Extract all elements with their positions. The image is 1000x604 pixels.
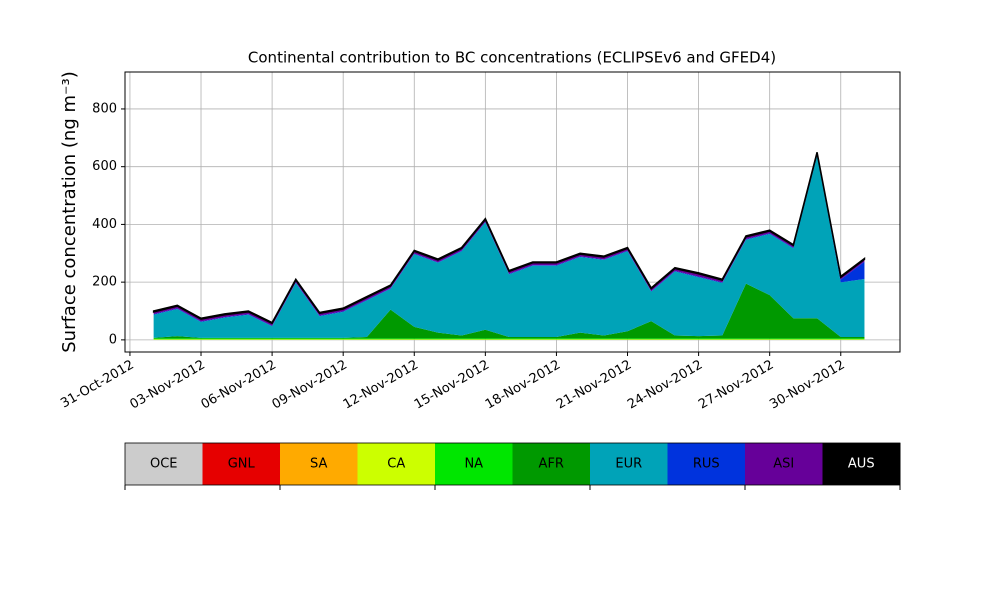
x-tick-label: 06-Nov-2012 xyxy=(199,358,279,413)
legend-swatch xyxy=(512,443,591,485)
legend-label: CA xyxy=(387,457,405,472)
x-tick-label: 15-Nov-2012 xyxy=(412,358,492,413)
x-tick-label: 18-Nov-2012 xyxy=(483,358,563,413)
legend-label: SA xyxy=(310,457,327,472)
x-tick-label: 09-Nov-2012 xyxy=(270,358,350,413)
x-tick-label: 12-Nov-2012 xyxy=(341,358,421,413)
y-tick-label: 0 xyxy=(109,332,117,347)
area xyxy=(153,156,865,338)
legend-label: EUR xyxy=(615,457,642,472)
legend-label: AFR xyxy=(539,457,564,472)
legend-swatch xyxy=(745,443,823,485)
legend-swatch xyxy=(822,443,901,485)
x-tick-label: 21-Nov-2012 xyxy=(554,358,634,413)
legend-swatch xyxy=(202,443,281,485)
y-tick-label: 400 xyxy=(92,217,117,232)
legend-label: ASI xyxy=(773,457,794,472)
legend-label: AUS xyxy=(848,457,875,472)
area xyxy=(153,283,865,339)
plot-frame xyxy=(124,71,901,353)
legend-label: OCE xyxy=(150,457,178,472)
chart-title: Continental contribution to BC concentra… xyxy=(248,49,776,67)
x-tick-label: 03-Nov-2012 xyxy=(127,358,207,413)
y-tick-label: 600 xyxy=(92,159,117,174)
legend-label: GNL xyxy=(228,457,256,472)
legend-swatch xyxy=(357,443,436,485)
legend-swatch xyxy=(280,443,358,485)
x-tick-label: 31-Oct-2012 xyxy=(58,358,136,412)
legend-swatch xyxy=(435,443,513,485)
legend-swatch xyxy=(667,443,746,485)
x-tick-label: 30-Nov-2012 xyxy=(767,358,847,413)
legend-label: NA xyxy=(464,457,483,472)
area xyxy=(152,152,866,325)
legend-label: RUS xyxy=(693,457,720,472)
x-tick-label: 27-Nov-2012 xyxy=(696,358,776,413)
y-tick-label: 800 xyxy=(92,101,117,116)
legend-frame xyxy=(124,442,901,486)
legend-swatch xyxy=(590,443,668,485)
legend-swatch xyxy=(125,443,203,485)
y-axis-label: Surface concentration (ng m⁻³) xyxy=(59,71,80,353)
area xyxy=(153,338,865,340)
x-tick-label: 24-Nov-2012 xyxy=(625,358,705,413)
area xyxy=(153,339,865,340)
y-tick-label: 200 xyxy=(92,275,117,290)
